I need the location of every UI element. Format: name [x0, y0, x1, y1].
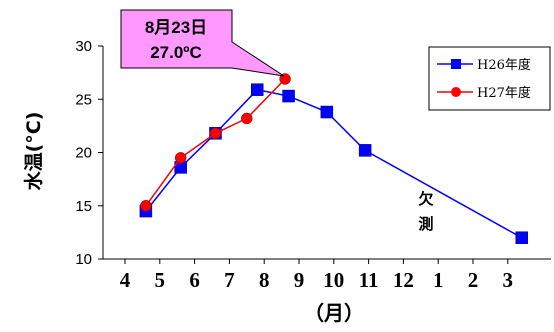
legend: H26年度 H27年度 — [429, 47, 550, 110]
legend-marker — [451, 59, 461, 69]
x-tick-label: 2 — [468, 268, 479, 292]
data-point — [321, 106, 333, 118]
x-tick-label: 7 — [224, 268, 235, 292]
y-tick-label: 10 — [75, 251, 92, 268]
data-point — [210, 128, 221, 139]
y-tick-label: 20 — [75, 145, 92, 162]
data-point — [140, 200, 151, 211]
data-point — [359, 144, 371, 156]
x-tick-label: 8 — [259, 268, 270, 292]
callout: 8月23日 27.0ºC — [121, 10, 284, 76]
legend-label: H27年度 — [477, 85, 531, 101]
x-tick-label: 3 — [503, 268, 514, 292]
x-tick-label: 5 — [155, 268, 166, 292]
callout-line1: 8月23日 — [145, 18, 207, 37]
callout-line2: 27.0ºC — [150, 43, 202, 62]
x-tick-label: 4 — [120, 268, 131, 292]
y-tick-label: 30 — [75, 38, 92, 55]
data-point — [283, 90, 295, 102]
x-tick-label: 11 — [359, 268, 379, 292]
annotation-line1: 欠 — [418, 190, 433, 208]
x-tick-label: 9 — [294, 268, 305, 292]
data-point — [175, 152, 186, 163]
legend-label: H26年度 — [477, 57, 531, 73]
series-line — [146, 79, 285, 206]
y-tick-label: 15 — [75, 198, 92, 215]
annotation-line2: 測 — [418, 215, 433, 233]
y-axis-label: 水温(°C) — [23, 112, 45, 191]
y-tick-label: 25 — [75, 91, 92, 108]
data-point — [251, 84, 263, 96]
x-tick-label: 10 — [323, 268, 344, 292]
x-axis-label: （月） — [304, 301, 364, 325]
x-tick-label: 6 — [189, 268, 200, 292]
series-line — [146, 90, 522, 238]
legend-marker — [451, 87, 461, 97]
x-tick-label: 1 — [433, 268, 444, 292]
x-tick-label: 12 — [393, 268, 414, 292]
data-point — [241, 113, 252, 124]
missing-data-annotation: 欠 測 — [418, 190, 433, 233]
data-point — [516, 232, 528, 244]
